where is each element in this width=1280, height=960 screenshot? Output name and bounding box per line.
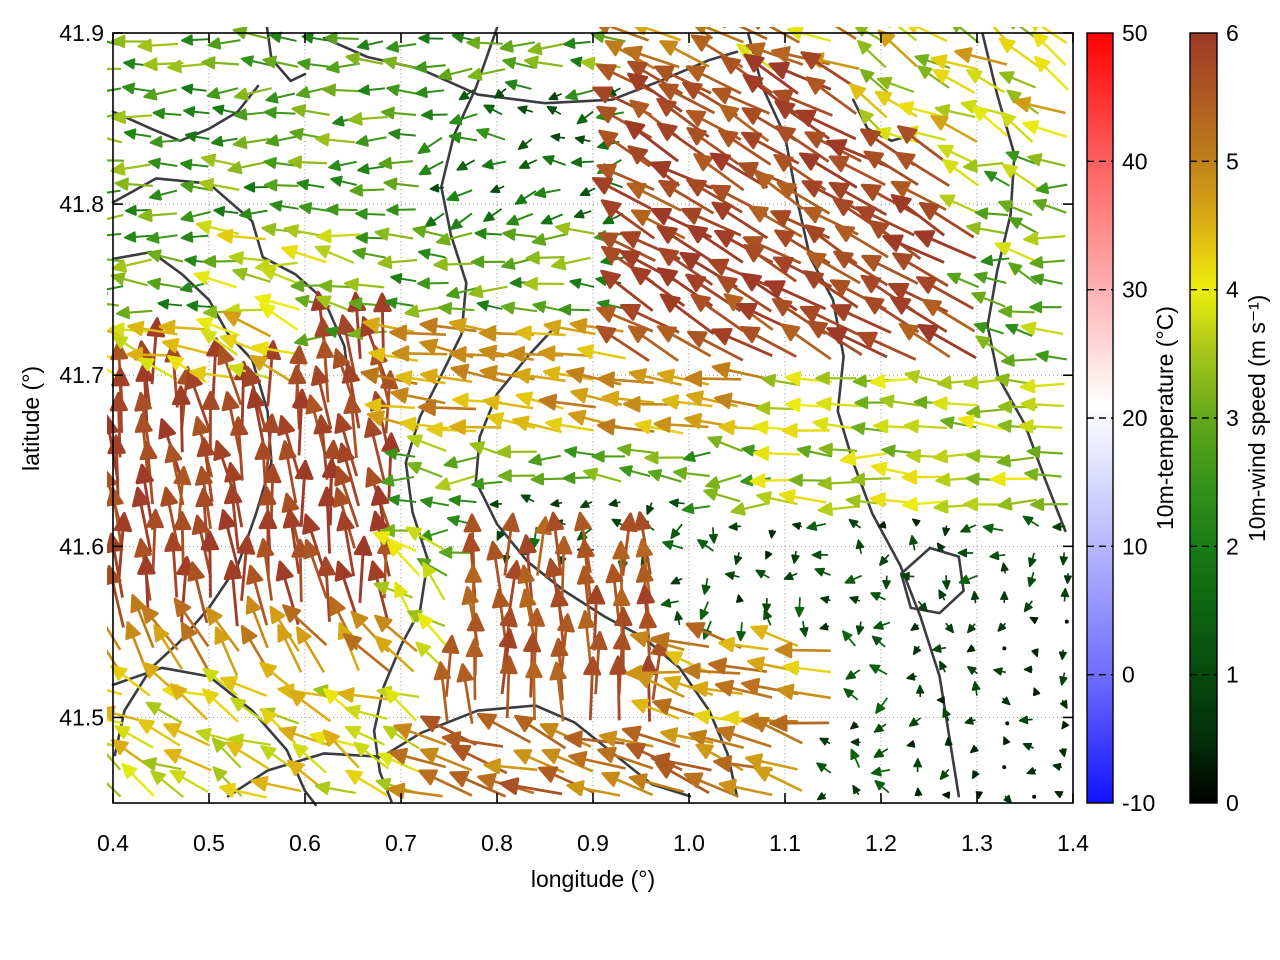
temperature-colorbar-tick-label: 10 [1122, 533, 1148, 559]
temperature-colorbar-tick-label: 50 [1122, 20, 1148, 46]
x-tick-label: 1.4 [1057, 830, 1089, 856]
wind-speed-colorbar-label: 10m-wind speed (m s⁻¹) [1244, 294, 1270, 542]
y-tick-label: 41.9 [59, 20, 104, 46]
temperature-colorbar-tick-label: 30 [1122, 277, 1148, 303]
x-tick-label: 0.6 [289, 830, 321, 856]
x-tick-label: 1.0 [673, 830, 705, 856]
y-tick-label: 41.8 [59, 191, 104, 217]
wind-speed-colorbar-tick-label: 5 [1226, 148, 1239, 174]
temperature-colorbar-tick-label: -10 [1122, 790, 1155, 816]
temperature-colorbar [1086, 32, 1114, 804]
x-tick-label: 1.1 [769, 830, 801, 856]
x-tick-label: 1.3 [961, 830, 993, 856]
x-tick-label: 0.8 [481, 830, 513, 856]
x-tick-label: 0.7 [385, 830, 417, 856]
y-tick-label: 41.6 [59, 533, 104, 559]
y-tick-label: 41.7 [59, 362, 104, 388]
axis-tick-marks [112, 32, 1074, 803]
wind-speed-colorbar-tick-label: 2 [1226, 533, 1239, 559]
wind-speed-colorbar [1189, 32, 1218, 804]
wind-speed-colorbar-tick-label: 3 [1226, 405, 1239, 431]
wind-speed-colorbar-tick-label: 4 [1226, 277, 1239, 303]
wind-speed-colorbar-tick-label: 6 [1226, 20, 1239, 46]
temperature-colorbar-tick-label: 40 [1122, 148, 1148, 174]
temperature-colorbar-label: 10m-temperature (°C) [1152, 306, 1178, 530]
x-tick-label: 0.5 [193, 830, 225, 856]
x-axis-label: longitude (°) [530, 866, 656, 892]
temperature-colorbar-tick-label: 20 [1122, 405, 1148, 431]
x-tick-label: 1.2 [865, 830, 897, 856]
x-tick-label: 0.4 [97, 830, 129, 856]
x-tick-label: 0.9 [577, 830, 609, 856]
temperature-colorbar-tick-label: 0 [1122, 662, 1135, 688]
y-axis-label: latitude (°) [18, 365, 44, 471]
y-tick-label: 41.5 [59, 704, 104, 730]
wind-speed-colorbar-tick-label: 1 [1226, 662, 1239, 688]
wind-vector-arrows [107, 27, 1072, 804]
wind-speed-colorbar-tick-label: 0 [1226, 790, 1239, 816]
